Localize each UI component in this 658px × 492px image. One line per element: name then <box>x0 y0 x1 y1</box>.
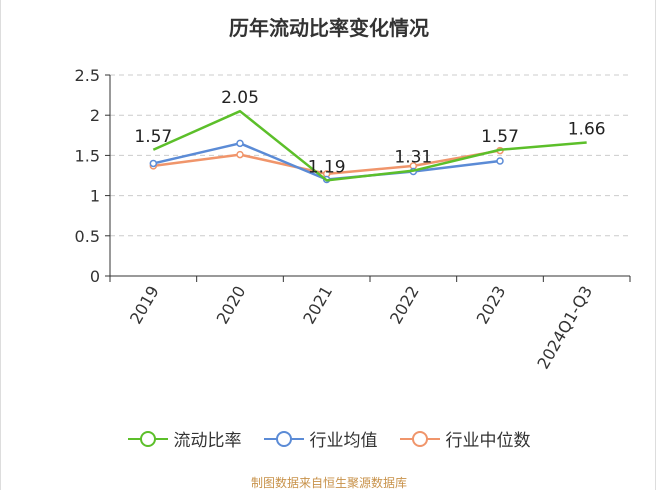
y-tick-label: 0 <box>90 267 100 286</box>
data-point <box>236 139 244 148</box>
data-label: 1.31 <box>394 148 432 168</box>
line-chart: 0 0.5 1 1.5 2 2.5 2019 2020 2021 2022 2023 2024Q1-Q… <box>75 66 631 373</box>
y-tick-label: 2.5 <box>75 66 100 85</box>
x-tick-label: 2021 <box>299 283 336 328</box>
y-tick-label: 1 <box>90 187 100 206</box>
x-tick-label: 2020 <box>213 283 250 328</box>
x-tick-label: 2023 <box>473 283 510 328</box>
legend-label: 行业中位数 <box>445 431 531 451</box>
legend-label: 行业均值 <box>309 431 378 451</box>
y-tick-label: 1.5 <box>75 146 100 165</box>
series-line-0 <box>152 109 587 182</box>
y-tick-label: 0.5 <box>75 227 100 246</box>
chart-legend: 流动比率 行业均值 行业中位数 <box>0 426 658 451</box>
legend-marker-icon <box>263 430 304 447</box>
x-tick-label: 2024Q1-Q3 <box>533 283 596 373</box>
data-source-note: 制图数据来自恒生聚源数据库 <box>250 476 407 490</box>
chart-title: 历年流动比率变化情况 <box>229 16 429 40</box>
data-label: 2.05 <box>221 88 259 108</box>
data-point <box>496 157 504 165</box>
x-tick-label: 2019 <box>126 283 163 328</box>
data-label: 1.66 <box>568 120 606 140</box>
legend-marker-icon <box>127 430 168 447</box>
data-label: 1.19 <box>308 157 346 177</box>
y-tick-label: 2 <box>90 106 100 125</box>
x-tick-label: 2022 <box>386 283 423 328</box>
legend-marker-icon <box>399 430 440 447</box>
data-point <box>236 150 244 159</box>
legend-item[interactable]: 行业均值 <box>263 426 378 451</box>
legend-item[interactable]: 流动比率 <box>127 426 242 451</box>
legend-label: 流动比率 <box>173 431 242 451</box>
legend-item[interactable]: 行业中位数 <box>399 426 531 451</box>
data-label: 1.57 <box>481 127 519 147</box>
data-point <box>149 159 158 168</box>
data-label: 1.57 <box>134 127 172 147</box>
